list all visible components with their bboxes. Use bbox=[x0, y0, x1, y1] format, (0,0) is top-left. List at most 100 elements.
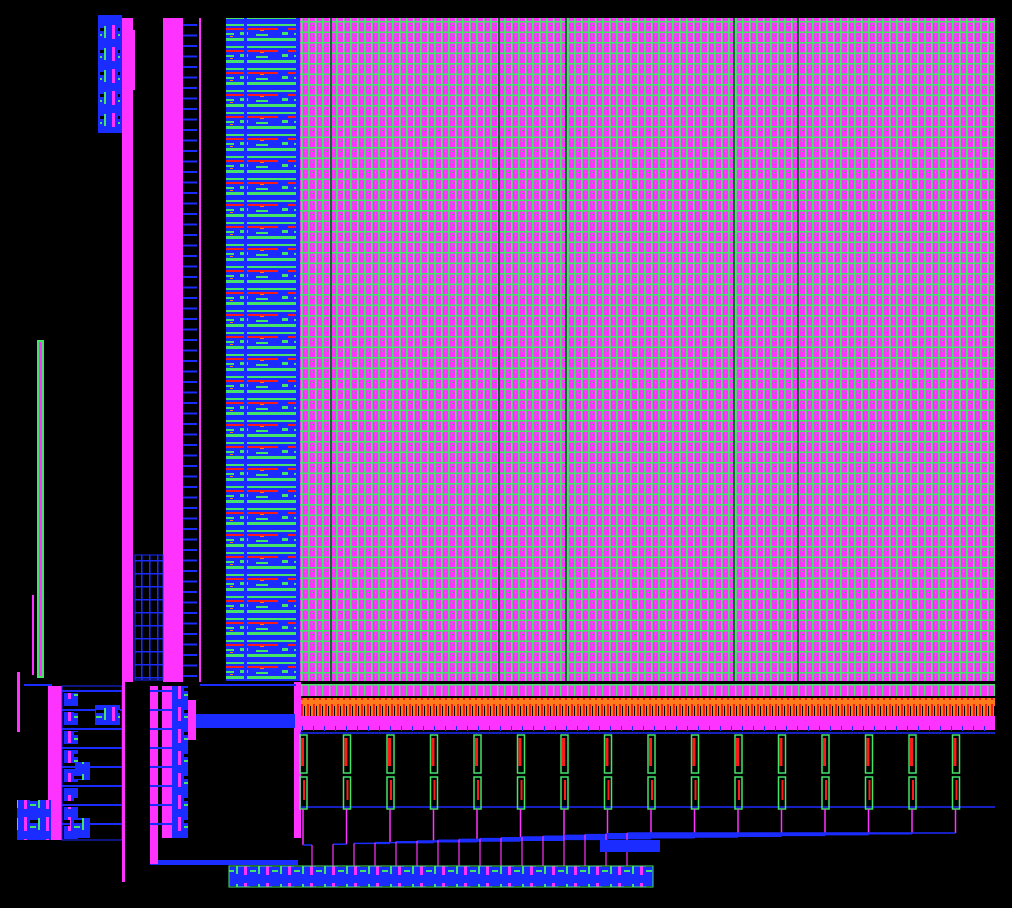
bus-tap bbox=[183, 160, 197, 163]
mux-gate bbox=[564, 780, 566, 800]
driver-tap bbox=[302, 726, 303, 731]
bus-tap bbox=[183, 612, 197, 614]
driver-tap bbox=[885, 726, 886, 731]
control-wire bbox=[62, 747, 122, 749]
bus-line bbox=[133, 30, 135, 90]
bus-tap bbox=[183, 570, 197, 572]
bus-tap bbox=[183, 171, 197, 173]
driver-tap bbox=[764, 726, 765, 731]
column-mux-transistor bbox=[864, 734, 874, 774]
bus-tap bbox=[183, 601, 197, 604]
bus-tap bbox=[183, 55, 197, 58]
control-bus-wire bbox=[157, 555, 159, 680]
driver-tap bbox=[863, 726, 864, 731]
driver-tap bbox=[445, 726, 446, 731]
sense-amp-row bbox=[300, 698, 995, 716]
control-rail bbox=[48, 686, 62, 840]
driver-tap bbox=[852, 726, 853, 731]
bus-tap bbox=[183, 223, 197, 226]
mux-gate bbox=[520, 780, 523, 800]
driver-wire bbox=[150, 766, 172, 768]
driver-tap bbox=[973, 726, 974, 731]
driver-rail bbox=[150, 686, 158, 864]
control-cell bbox=[70, 818, 90, 838]
bus-tap bbox=[183, 276, 197, 278]
mux-gate bbox=[607, 780, 610, 800]
bus-tap bbox=[183, 402, 197, 404]
mux-gate bbox=[649, 738, 652, 766]
bus-tap bbox=[183, 45, 197, 47]
bitcell-array bbox=[300, 18, 995, 681]
column-mux-transistor bbox=[560, 734, 569, 774]
driver-tap bbox=[379, 726, 380, 731]
mux-gate bbox=[344, 738, 348, 766]
mux-gate bbox=[475, 738, 478, 766]
bus-tap bbox=[183, 496, 197, 499]
clock-buffer bbox=[17, 800, 51, 840]
column-mux-transistor bbox=[777, 734, 787, 774]
bus-tap bbox=[183, 444, 197, 446]
driver-tap bbox=[335, 726, 336, 731]
driver-tap bbox=[544, 726, 545, 731]
column-mux-transistor bbox=[473, 734, 482, 774]
driver-tap bbox=[709, 726, 710, 731]
wire bbox=[200, 684, 296, 686]
driver-tap bbox=[533, 726, 534, 731]
driver-tap bbox=[632, 726, 633, 731]
bus-tap bbox=[183, 391, 197, 394]
driver-tap bbox=[313, 726, 314, 731]
column-mux-transistor bbox=[603, 734, 613, 774]
bus-tap bbox=[183, 549, 197, 551]
control-cell bbox=[64, 693, 78, 706]
driver-tap bbox=[522, 726, 523, 731]
column-mux-transistor bbox=[516, 734, 526, 774]
bus-tap bbox=[183, 622, 197, 625]
bus-tap bbox=[183, 24, 197, 26]
column-mux-transistor bbox=[342, 734, 352, 774]
control-wire bbox=[62, 690, 122, 692]
driver-tap bbox=[720, 726, 721, 731]
control-bus-wire bbox=[149, 555, 151, 680]
control-cell bbox=[75, 762, 90, 780]
driver-tap bbox=[390, 726, 391, 731]
driver-tap bbox=[962, 726, 963, 731]
driver-tap bbox=[643, 726, 644, 731]
mux-gate bbox=[651, 780, 653, 800]
column-mux-transistor bbox=[908, 734, 917, 774]
wire bbox=[17, 672, 20, 732]
driver-tap bbox=[687, 726, 688, 731]
driver-tap bbox=[577, 726, 578, 731]
mux-gate bbox=[825, 780, 827, 800]
write-driver-row bbox=[300, 716, 995, 730]
control-wire bbox=[62, 785, 122, 787]
driver-tap bbox=[665, 726, 666, 731]
driver-tap bbox=[621, 726, 622, 731]
bus-tap bbox=[183, 76, 197, 79]
driver-wire bbox=[150, 785, 172, 787]
driver-tap bbox=[698, 726, 699, 731]
array-strap bbox=[330, 18, 332, 681]
mux-gate bbox=[868, 780, 871, 800]
control-cell bbox=[64, 712, 78, 725]
control-cell bbox=[64, 807, 78, 820]
driver-tap bbox=[401, 726, 402, 731]
driver-tap bbox=[830, 726, 831, 731]
driver-tap bbox=[874, 726, 875, 731]
mux-gate bbox=[431, 738, 435, 766]
driver-tap bbox=[500, 726, 501, 731]
control-wire bbox=[62, 766, 122, 768]
bus-line bbox=[199, 18, 201, 682]
mux-gate bbox=[781, 780, 784, 800]
driver-tap bbox=[753, 726, 754, 731]
bus-tap bbox=[183, 517, 197, 520]
bus-tap bbox=[183, 234, 197, 236]
driver-tap bbox=[412, 726, 413, 731]
row-decoder bbox=[226, 18, 296, 681]
driver-tap bbox=[566, 726, 567, 731]
driver-tap bbox=[368, 726, 369, 731]
bus-tap bbox=[183, 454, 197, 457]
column-mux-transistor bbox=[386, 734, 395, 774]
bus-tap bbox=[183, 108, 197, 110]
vdd-rail bbox=[122, 18, 133, 682]
control-wire bbox=[62, 804, 122, 806]
